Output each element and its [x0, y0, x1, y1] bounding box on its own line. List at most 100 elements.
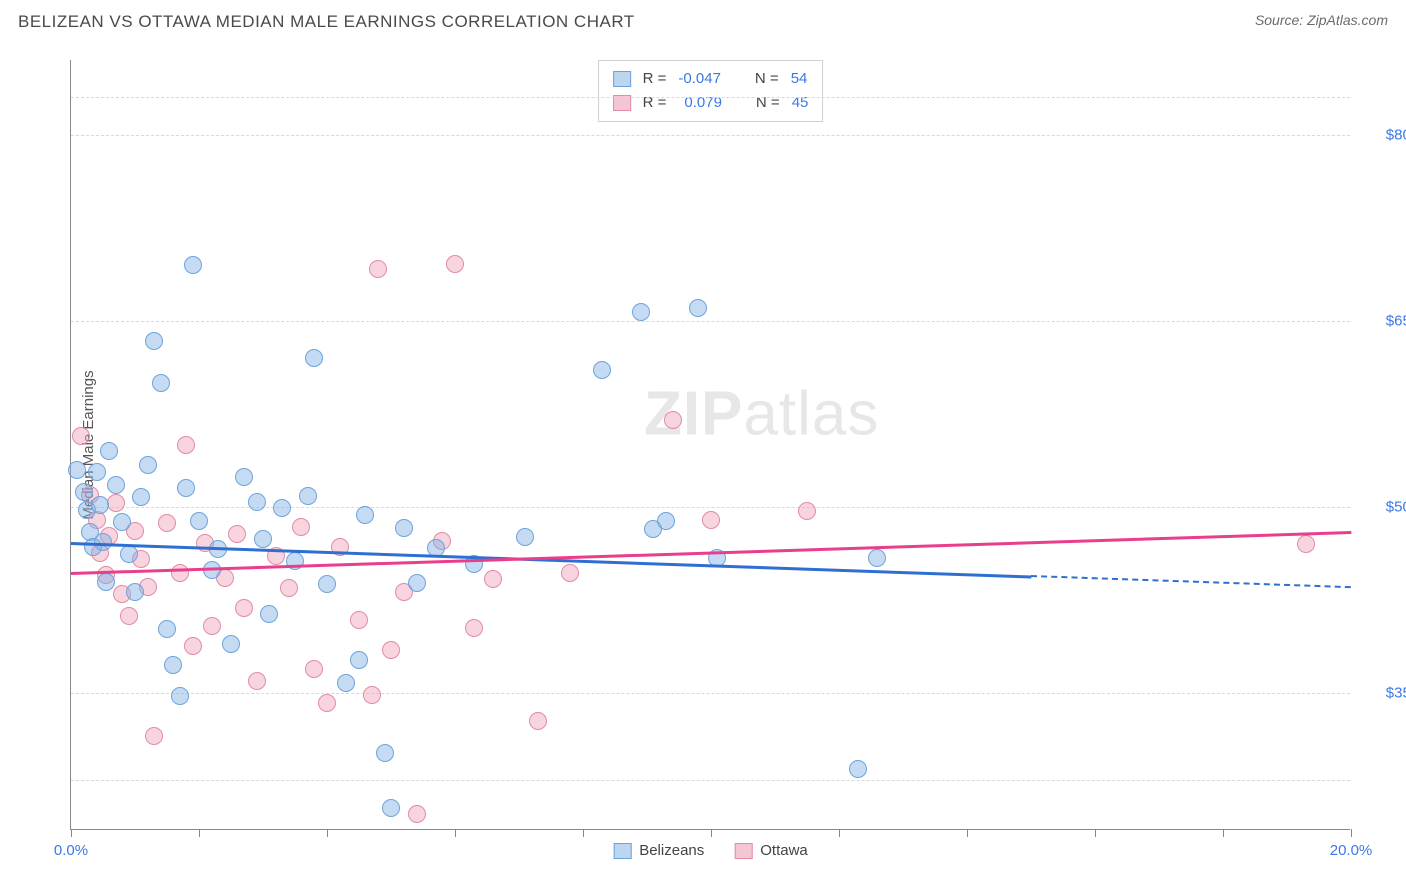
data-point-belizeans	[68, 461, 86, 479]
data-point-belizeans	[171, 687, 189, 705]
data-point-belizeans	[868, 549, 886, 567]
correlation-row-ottawa: R = 0.079 N = 45	[613, 91, 809, 115]
data-point-belizeans	[632, 303, 650, 321]
data-point-ottawa	[145, 727, 163, 745]
data-point-belizeans	[75, 483, 93, 501]
plot-area: ZIPatlas R = -0.047 N = 54 R = 0.079 N =…	[70, 60, 1350, 830]
data-point-ottawa	[171, 564, 189, 582]
data-point-belizeans	[248, 493, 266, 511]
data-point-belizeans	[337, 674, 355, 692]
n-label: N =	[756, 91, 780, 115]
x-tick	[839, 829, 840, 837]
x-tick	[1095, 829, 1096, 837]
data-point-ottawa	[107, 494, 125, 512]
x-tick	[71, 829, 72, 837]
n-label: N =	[755, 67, 779, 91]
trend-line	[1031, 575, 1351, 588]
data-point-ottawa	[1297, 535, 1315, 553]
gridline-h	[71, 135, 1350, 136]
gridline-h	[71, 97, 1350, 98]
data-point-belizeans	[382, 799, 400, 817]
x-tick	[1223, 829, 1224, 837]
gridline-h	[71, 321, 1350, 322]
data-point-ottawa	[446, 255, 464, 273]
data-point-ottawa	[408, 805, 426, 823]
data-point-belizeans	[132, 488, 150, 506]
data-point-belizeans	[184, 256, 202, 274]
watermark-part1: ZIP	[644, 379, 743, 448]
x-tick	[199, 829, 200, 837]
chart-title: BELIZEAN VS OTTAWA MEDIAN MALE EARNINGS …	[18, 12, 635, 32]
data-point-ottawa	[120, 607, 138, 625]
y-tick-label: $35,000	[1360, 685, 1406, 702]
data-point-ottawa	[305, 660, 323, 678]
swatch-belizeans	[613, 843, 631, 859]
data-point-ottawa	[382, 641, 400, 659]
data-point-belizeans	[305, 349, 323, 367]
data-point-belizeans	[88, 463, 106, 481]
data-point-belizeans	[657, 512, 675, 530]
x-tick	[583, 829, 584, 837]
data-point-ottawa	[561, 564, 579, 582]
gridline-h	[71, 780, 1350, 781]
data-point-ottawa	[292, 518, 310, 536]
data-point-belizeans	[91, 496, 109, 514]
data-point-belizeans	[113, 513, 131, 531]
swatch-ottawa	[734, 843, 752, 859]
n-value-belizeans: 54	[791, 67, 808, 91]
swatch-belizeans	[613, 71, 631, 87]
data-point-ottawa	[484, 570, 502, 588]
x-tick-label: 0.0%	[54, 842, 88, 859]
x-tick-label: 20.0%	[1330, 842, 1373, 859]
data-point-belizeans	[849, 760, 867, 778]
legend-item-belizeans: Belizeans	[613, 842, 704, 859]
x-tick	[711, 829, 712, 837]
legend-item-ottawa: Ottawa	[734, 842, 808, 859]
data-point-belizeans	[107, 476, 125, 494]
correlation-row-belizeans: R = -0.047 N = 54	[613, 67, 809, 91]
x-tick	[967, 829, 968, 837]
data-point-belizeans	[350, 651, 368, 669]
data-point-ottawa	[798, 502, 816, 520]
x-tick	[1351, 829, 1352, 837]
data-point-ottawa	[318, 694, 336, 712]
data-point-ottawa	[72, 427, 90, 445]
data-point-belizeans	[190, 512, 208, 530]
data-point-ottawa	[158, 514, 176, 532]
watermark-part2: atlas	[743, 379, 879, 448]
data-point-belizeans	[516, 528, 534, 546]
chart-container: Median Male Earnings ZIPatlas R = -0.047…	[20, 50, 1386, 840]
data-point-belizeans	[222, 635, 240, 653]
legend-label-belizeans: Belizeans	[639, 842, 704, 859]
y-tick-label: $65,000	[1360, 312, 1406, 329]
legend-label-ottawa: Ottawa	[760, 842, 808, 859]
r-value-belizeans: -0.047	[678, 67, 721, 91]
data-point-belizeans	[152, 374, 170, 392]
source-label: Source: ZipAtlas.com	[1255, 12, 1388, 28]
data-point-ottawa	[177, 436, 195, 454]
data-point-ottawa	[702, 511, 720, 529]
data-point-ottawa	[228, 525, 246, 543]
r-value-ottawa: 0.079	[678, 91, 722, 115]
data-point-ottawa	[235, 599, 253, 617]
data-point-belizeans	[593, 361, 611, 379]
data-point-ottawa	[248, 672, 266, 690]
data-point-belizeans	[177, 479, 195, 497]
data-point-belizeans	[408, 574, 426, 592]
data-point-belizeans	[94, 533, 112, 551]
x-tick	[327, 829, 328, 837]
data-point-belizeans	[356, 506, 374, 524]
n-value-ottawa: 45	[792, 91, 809, 115]
data-point-belizeans	[139, 456, 157, 474]
data-point-belizeans	[299, 487, 317, 505]
data-point-belizeans	[689, 299, 707, 317]
data-point-ottawa	[184, 637, 202, 655]
y-tick-label: $50,000	[1360, 499, 1406, 516]
data-point-ottawa	[664, 411, 682, 429]
data-point-ottawa	[350, 611, 368, 629]
bottom-legend: Belizeans Ottawa	[613, 842, 808, 859]
data-point-ottawa	[363, 686, 381, 704]
data-point-belizeans	[318, 575, 336, 593]
data-point-ottawa	[203, 617, 221, 635]
data-point-belizeans	[254, 530, 272, 548]
